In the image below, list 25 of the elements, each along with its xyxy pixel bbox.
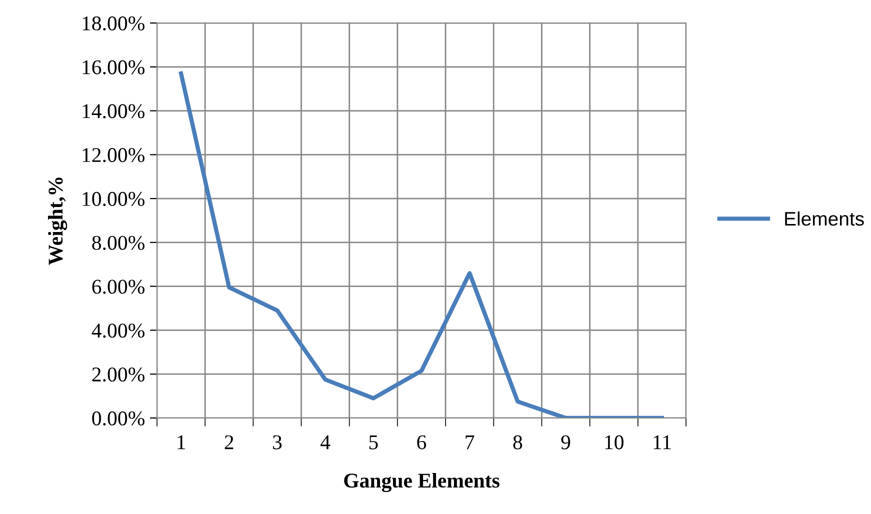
x-tick-label: 6 xyxy=(417,435,426,450)
x-tick-label: 3 xyxy=(273,435,282,450)
x-tick-label: 2 xyxy=(224,435,234,450)
y-axis-title: Weight,% xyxy=(48,178,68,266)
y-tick-label: 14.00% xyxy=(82,104,144,118)
legend-label: Elements xyxy=(785,211,864,226)
y-tick-label: 18.00% xyxy=(82,16,144,31)
x-axis-title: Gangue Elements xyxy=(344,473,500,492)
y-tick-label: 12.00% xyxy=(82,148,144,162)
x-tick-label: 7 xyxy=(466,435,474,450)
y-tick-label: 6.00% xyxy=(92,280,144,294)
y-tick-label: 2.00% xyxy=(92,367,144,382)
x-tick-label: 9 xyxy=(561,435,570,450)
x-tick-label: 4 xyxy=(320,435,330,450)
line-series xyxy=(178,71,664,418)
x-tick-label: 8 xyxy=(513,435,522,450)
y-tick-label: 4.00% xyxy=(92,324,144,338)
y-tick-label: 16.00% xyxy=(82,60,144,74)
y-tick-label: 0.00% xyxy=(92,411,144,426)
y-tick-label: 10.00% xyxy=(82,192,144,206)
x-tick-label: 1 xyxy=(178,435,186,450)
x-tick-label: 5 xyxy=(369,435,378,450)
y-tick-label: 8.00% xyxy=(92,236,144,250)
x-tick-label: 10 xyxy=(605,435,624,450)
x-tick-label: 11 xyxy=(654,435,671,450)
